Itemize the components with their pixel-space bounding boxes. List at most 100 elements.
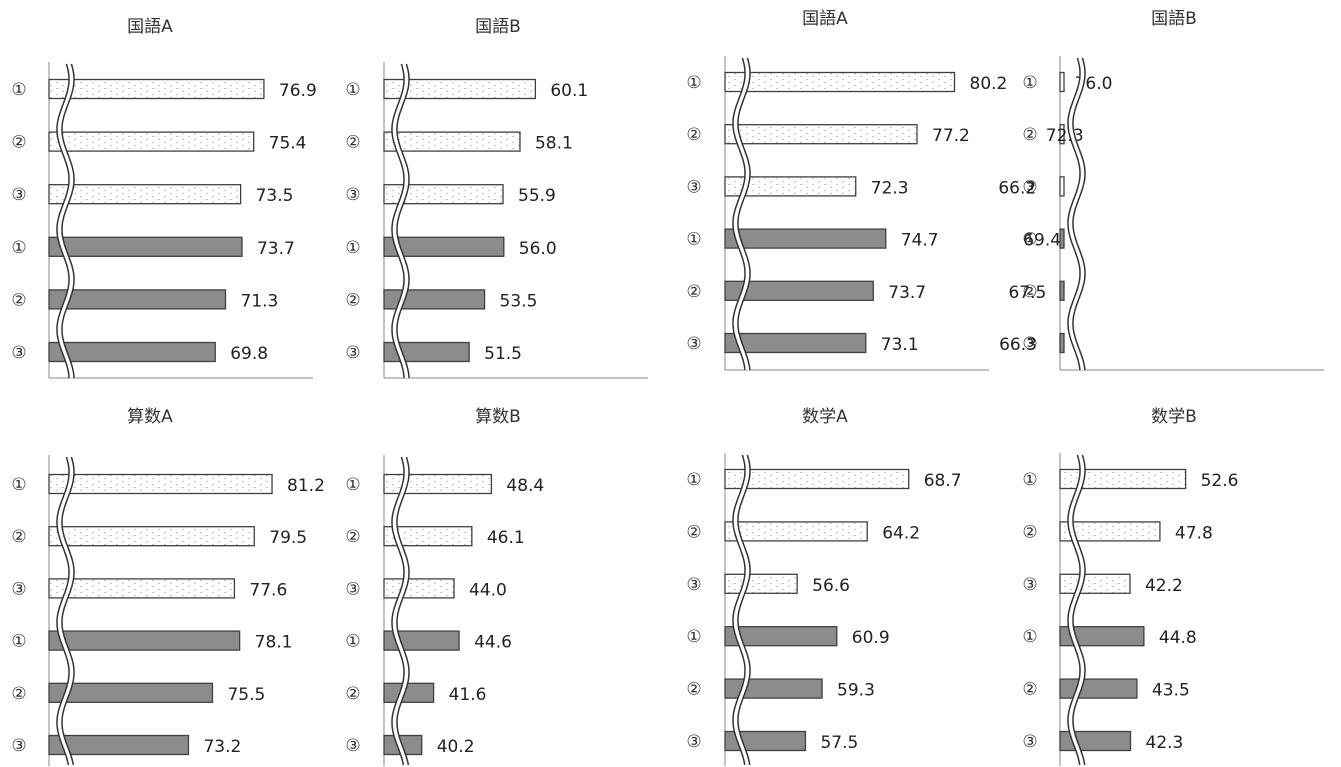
data-label: 60.1 [550,81,588,101]
data-label: 69.8 [230,344,268,364]
bar-solid [724,280,874,301]
category-label: ③ [345,579,360,599]
data-label: 47.8 [1175,523,1213,543]
bar-solid [724,228,887,249]
data-label: 44.6 [474,633,512,653]
category-label: ② [345,290,360,310]
axis-break-band [733,455,750,765]
category-label: ② [345,684,360,704]
category-label: ① [11,632,26,652]
category-label: ② [11,133,26,153]
data-label: 57.5 [820,733,858,753]
data-label: 44.0 [469,580,507,600]
category-label: ③ [11,579,26,599]
bar-solid [1059,332,1065,354]
axis-break-line [391,63,405,379]
bar-dotted [383,78,537,100]
bar-solid [48,341,216,363]
bar-dotted [1059,573,1131,594]
axis-break-line [732,57,746,371]
category-label: ① [1022,627,1037,647]
category-label: ① [1022,230,1037,250]
bar-solid [383,682,435,703]
category-label: ① [345,475,360,495]
category-label: ③ [686,177,701,197]
category-label: ② [11,684,26,704]
axis-break-line [396,63,410,379]
data-label: 73.2 [203,737,241,757]
data-label: 68.7 [924,471,962,491]
axis-break-line [737,454,751,766]
axis-break-line [56,456,70,766]
bar-solid [724,678,823,699]
category-label: ② [1022,125,1037,145]
bar-solid [48,289,227,310]
data-label: 72.3 [871,178,909,198]
category-label: ③ [345,185,360,205]
bar-dotted [724,124,918,145]
chart-title: 国語A [802,9,848,29]
category-label: ② [1022,282,1037,302]
axis-break-line [61,63,75,379]
chart-title: 算数B [475,407,521,427]
category-label: ① [686,230,701,250]
category-label: ③ [1022,334,1037,354]
axis-break-line [1072,454,1086,766]
bar-dotted [383,526,473,547]
bar-solid [724,730,807,752]
category-label: ② [686,125,701,145]
bar-dotted [724,573,798,594]
bar-dotted [48,131,255,152]
axis-break-line [396,456,410,766]
category-label: ① [686,470,701,490]
category-label: ③ [1022,177,1037,197]
bar-solid [48,630,241,651]
axis-break-line [1072,57,1086,371]
data-label: 73.7 [257,239,295,259]
category-label: ③ [345,343,360,363]
bar-solid [383,289,486,310]
category-label: ② [686,282,701,302]
chart-title: 数学B [1151,407,1197,427]
bar-dotted [383,578,455,599]
category-label: ① [11,80,26,100]
bar-dotted [48,473,273,495]
axis-break-band [1068,455,1085,765]
axis-break-band [57,457,74,765]
data-label: 43.5 [1152,681,1190,701]
bar-solid [724,332,867,354]
category-label: ① [345,80,360,100]
data-label: 73.7 [888,283,926,303]
axis-break-band [392,457,409,765]
bar-dotted [48,78,265,100]
chart-title: 国語A [127,17,173,37]
bar-solid [383,236,505,257]
category-label: ③ [345,736,360,756]
data-label: 75.5 [227,685,265,705]
data-label: 59.3 [837,681,875,701]
bar-dotted [48,184,242,205]
category-label: ① [1022,73,1037,93]
category-label: ② [1022,522,1037,542]
bar-solid [48,682,214,703]
bar-dotted [383,131,521,152]
category-label: ③ [686,732,701,752]
chart-panel: 算数B ① 48.4 ② 46.1 ③ 44.0 ① 44.6 ② 41.6 ③ 40.2 [345,407,544,766]
chart-title: 国語B [1151,9,1197,29]
axis-break-line [732,454,746,766]
chart-title: 算数A [127,407,173,427]
data-label: 77.2 [932,126,970,146]
data-label: 66.2 [998,178,1036,198]
bar-dotted [724,71,956,93]
data-label: 56.6 [812,576,850,596]
category-label: ③ [1022,575,1037,595]
data-label: 80.2 [970,74,1008,94]
data-label: 44.8 [1159,628,1197,648]
category-label: ① [686,73,701,93]
chart-panel: 国語A ① 76.9 ② 75.4 ③ 73.5 ① 73.7 ② 71.3 ③ 69.8 [11,17,317,379]
data-label: 73.1 [881,335,919,355]
data-label: 58.1 [535,134,573,154]
data-label: 73.5 [256,186,294,206]
data-label: 75.4 [269,134,307,154]
